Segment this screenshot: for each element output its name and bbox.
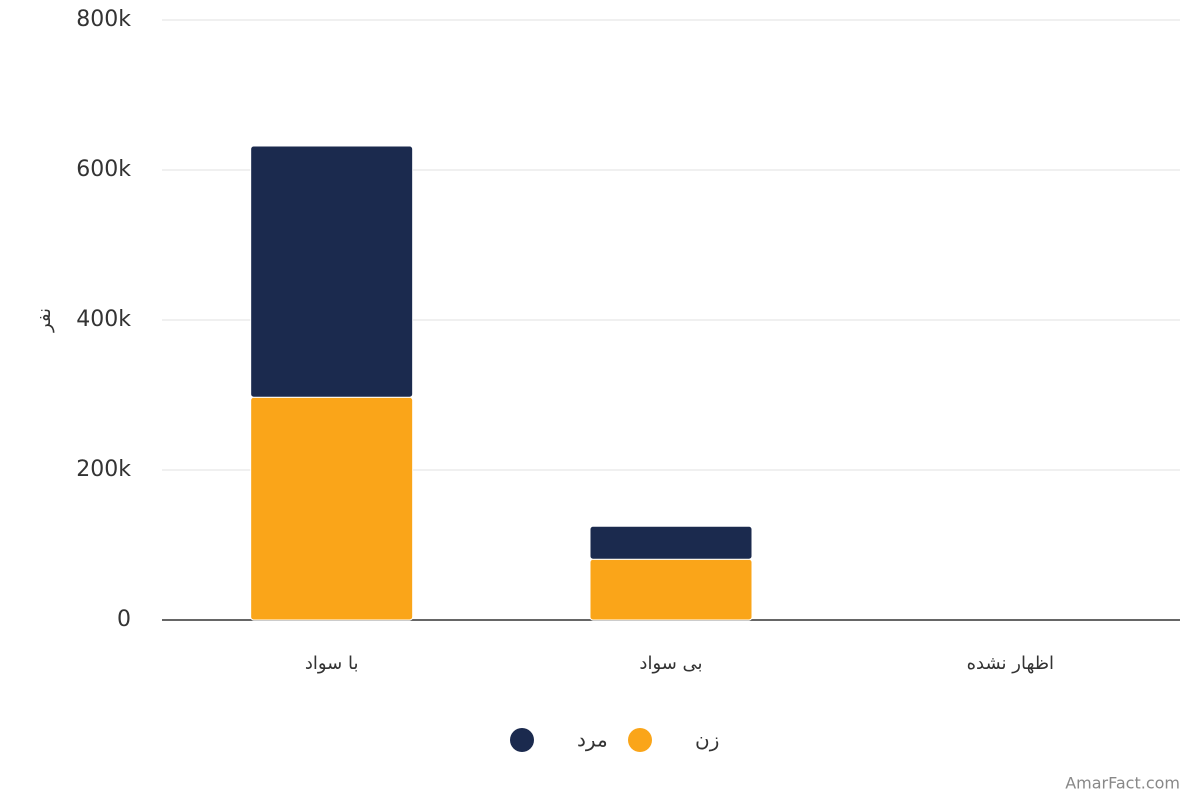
bar-segment [250,396,414,621]
x-tick-label: با سواد [305,653,359,674]
bar-segment [589,525,753,560]
y-tick-label: 200k [76,457,131,482]
watermark: AmarFact.com [1065,774,1180,793]
y-tick-label: 400k [76,307,131,332]
y-axis-label: نفر [34,308,55,333]
x-tick-label: اظهار نشده [967,653,1054,674]
y-tick-label: 600k [76,157,131,182]
y-tick-label: 800k [76,7,131,32]
legend-label: مرد [577,728,608,752]
bar-segment [589,558,753,621]
x-tick-label: بی سواد [639,653,702,674]
y-tick-label: 0 [117,607,131,632]
legend-swatch [628,728,652,752]
legend-label: زن [695,728,719,752]
legend-swatch [510,728,534,752]
bar-segment [250,145,414,398]
